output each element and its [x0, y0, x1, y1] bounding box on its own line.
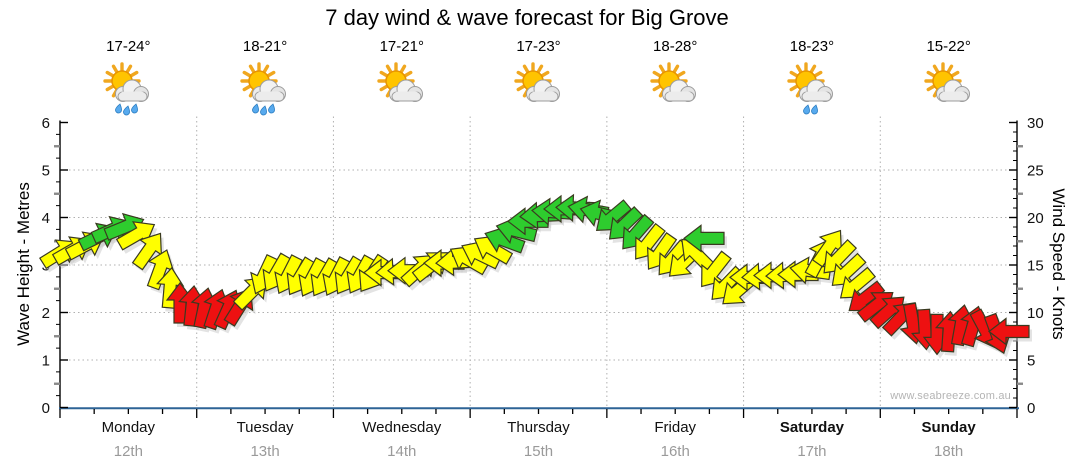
- left-axis-tick-label: 1: [42, 353, 50, 370]
- rain-drop: [803, 104, 810, 115]
- day-temperature: 17-23°: [516, 38, 561, 55]
- sun-ray: [379, 84, 390, 92]
- weather-icon-sun-cloud: [513, 62, 560, 102]
- left-axis-tick-label: 0: [42, 400, 50, 417]
- right-axis-tick-label: 5: [1027, 353, 1035, 370]
- wind-arrow: [683, 224, 725, 253]
- left-axis-tick-label: 4: [42, 210, 50, 227]
- right-axis-tick-label: 10: [1027, 305, 1044, 322]
- day-label: Friday: [654, 419, 696, 436]
- wind-arrow: [831, 252, 867, 286]
- day-temperature: 17-24°: [106, 38, 151, 55]
- weather-icon-slot: [511, 61, 567, 124]
- day-label: Wednesday: [362, 419, 441, 436]
- rain-drop: [260, 105, 268, 116]
- sun-ray: [112, 64, 120, 75]
- right-axis-tick-label: 20: [1027, 210, 1044, 227]
- sun-ray: [385, 64, 393, 75]
- wind-arrow: [988, 317, 1030, 346]
- date-label: 14th: [387, 443, 416, 460]
- sun-ray: [932, 64, 940, 75]
- wind-arrow: [131, 232, 163, 271]
- weather-icon-slot: [374, 61, 430, 124]
- left-axis-tick-label: 6: [42, 115, 50, 132]
- watermark: www.seabreeze.com.au: [890, 390, 1011, 402]
- right-axis-tick-label: 30: [1027, 115, 1044, 132]
- chart-title: 7 day wind & wave forecast for Big Grove: [325, 5, 729, 30]
- day-temperature: 18-21°: [242, 38, 288, 55]
- right-axis-tick-label: 15: [1027, 258, 1044, 275]
- rain-drop: [811, 104, 818, 115]
- date-label: 12th: [114, 443, 143, 460]
- weather-icon-slot: [784, 61, 840, 124]
- weather-icon-sun-cloud: [650, 62, 697, 102]
- right-axis-tick-label: 25: [1027, 163, 1044, 180]
- wind-arrows: [39, 193, 1030, 356]
- sun-ray: [535, 64, 543, 75]
- day-label: Tuesday: [237, 419, 294, 436]
- wind-arrow: [484, 226, 526, 254]
- left-axis-tick-label: 5: [42, 163, 50, 180]
- wind-arrow: [495, 216, 538, 245]
- sun-ray: [105, 84, 116, 92]
- wind-arrow: [146, 249, 175, 291]
- sun-ray: [125, 64, 133, 75]
- right-axis-tick-label: 0: [1027, 400, 1035, 417]
- rain-drop: [131, 103, 139, 114]
- day-label: Sunday: [922, 419, 977, 436]
- weather-icon-slot: [647, 61, 703, 124]
- weather-icon-sun-cloud: [923, 62, 970, 102]
- rain-drop: [252, 103, 260, 114]
- sun-ray: [379, 70, 390, 78]
- day-temperature: 18-23°: [789, 38, 835, 55]
- date-label: 16th: [661, 443, 690, 460]
- day-label: Monday: [102, 419, 156, 436]
- sun-ray: [672, 64, 680, 75]
- sun-ray: [945, 64, 953, 75]
- sun-ray: [105, 70, 116, 78]
- sun-ray: [398, 64, 406, 75]
- wind-arrow: [473, 235, 514, 265]
- date-label: 13th: [250, 443, 279, 460]
- sun-ray: [522, 64, 530, 75]
- weather-icon-sun-cloud: [377, 62, 423, 102]
- sun-ray: [402, 70, 413, 78]
- weather-icon-sun-cloud-rain-light: [787, 62, 833, 115]
- wind-arrow: [839, 266, 877, 299]
- rain-drop: [123, 105, 131, 116]
- weather-icon-slot: [100, 61, 156, 124]
- day-label: Thursday: [507, 419, 570, 436]
- sun-ray: [795, 64, 803, 75]
- weather-icon-slot: [237, 61, 293, 124]
- day-temperature: 17-21°: [379, 38, 424, 55]
- weather-icon-slot: [921, 61, 977, 124]
- wind-arrow: [701, 250, 732, 288]
- date-label: 15th: [524, 443, 553, 460]
- sun-ray: [265, 70, 276, 78]
- sun-ray: [248, 64, 257, 75]
- weather-icon-sun-cloud-rain: [240, 62, 287, 116]
- date-label: 17th: [797, 443, 826, 460]
- rain-drop: [268, 103, 276, 114]
- left-axis-tick-label: 2: [42, 305, 50, 322]
- date-label: 18th: [934, 443, 963, 460]
- sun-ray: [262, 64, 270, 75]
- day-temperature: 15-22°: [926, 38, 971, 55]
- wind-arrow: [823, 238, 858, 274]
- day-temperature: 18-28°: [653, 38, 698, 55]
- day-label: Saturday: [780, 419, 845, 436]
- sun-ray: [659, 64, 667, 75]
- wind-arrow: [115, 221, 156, 251]
- sun-ray: [808, 64, 817, 75]
- weather-icon-sun-cloud-rain: [103, 62, 150, 116]
- rain-drop: [115, 103, 123, 114]
